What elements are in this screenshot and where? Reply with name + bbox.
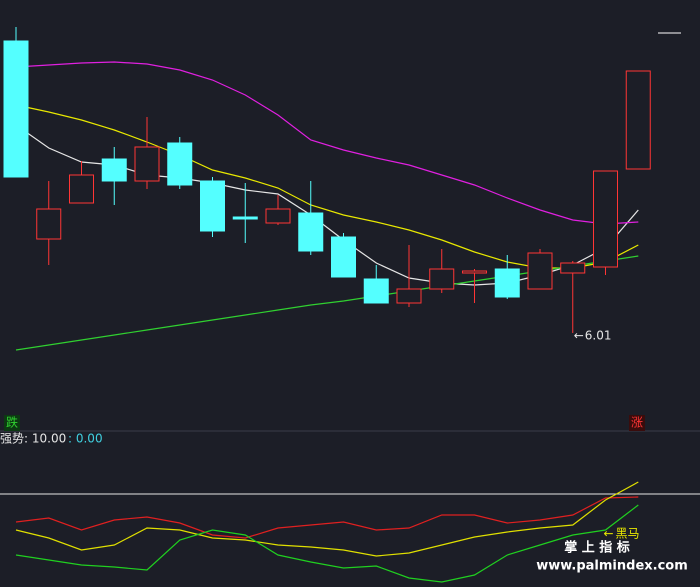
line-series	[15, 61, 639, 225]
candle-body	[3, 40, 29, 178]
candle-body	[429, 268, 455, 290]
line-series	[15, 104, 639, 269]
candle-body	[363, 278, 389, 304]
candle-body	[200, 180, 225, 232]
candle-body	[167, 142, 193, 186]
up-badge	[629, 415, 645, 431]
legend-entry: 黑马	[616, 527, 640, 541]
candle-body	[232, 216, 258, 220]
candle-body	[560, 262, 586, 274]
candle-body	[593, 170, 618, 268]
indicator-subtitle: : 0.00	[68, 432, 103, 446]
candle-body	[134, 146, 160, 182]
candle-body	[462, 270, 487, 274]
candle-body	[396, 288, 422, 304]
up-label: 涨	[631, 415, 643, 430]
line-series	[15, 496, 639, 539]
candle-body	[298, 212, 324, 252]
candle-body	[494, 268, 520, 298]
candle-body	[265, 208, 291, 224]
candle-body	[625, 70, 651, 170]
low-arrow: ←	[574, 329, 584, 343]
watermark-url: www.palmindex.com	[536, 559, 688, 574]
candle-body	[69, 174, 94, 204]
candle-body	[101, 158, 127, 182]
indicator-title: 强势: 10.00	[0, 432, 66, 446]
line-series	[15, 504, 639, 583]
low-marker: 6.01	[585, 329, 612, 343]
candle-body	[331, 236, 356, 278]
watermark-title: 掌 上 指 标	[564, 540, 630, 556]
down-label: 跌	[6, 415, 18, 430]
down-badge	[4, 415, 20, 431]
line-series	[15, 481, 639, 557]
candle-body	[36, 208, 62, 240]
candle-body	[527, 252, 553, 290]
legend-arrow: ←	[604, 527, 614, 541]
